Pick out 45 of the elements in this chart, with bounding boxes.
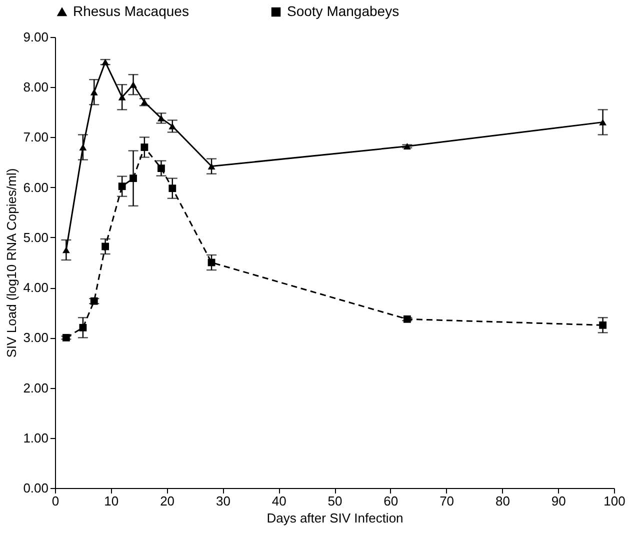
point (79, 324, 87, 332)
x-tick-label: 90 (551, 494, 566, 508)
y-tick-label: 8.00 (23, 80, 48, 95)
y-tick-label: 2.00 (23, 380, 48, 396)
point (102, 242, 110, 250)
point (158, 164, 165, 172)
y-tick-label: 6.00 (23, 180, 48, 195)
x-tick-label: 80 (495, 494, 510, 508)
point (599, 321, 607, 329)
point (118, 94, 126, 100)
x-tick-label: 0 (52, 494, 60, 508)
point (130, 81, 137, 88)
legend-label: Rhesus Macaques (73, 3, 189, 19)
legend-label: Sooty Mangabeys (287, 3, 400, 19)
x-tick-label: 10 (104, 494, 119, 508)
y-tick-label: 4.00 (23, 280, 48, 296)
point (599, 118, 607, 126)
point (118, 182, 126, 190)
y-axis-title: SIV Load (log10 RNA Copies/ml) (4, 168, 20, 358)
point (208, 163, 216, 170)
y-tick-label: 9.00 (23, 30, 48, 44)
point (158, 114, 165, 122)
point (79, 144, 87, 150)
point (168, 184, 176, 192)
point (62, 246, 70, 254)
x-tick-label: 50 (328, 494, 342, 508)
x-tick-label: 100 (604, 494, 626, 508)
x-tick-label: 70 (440, 494, 454, 508)
x-tick-label: 60 (384, 494, 398, 508)
y-tick-label: 3.00 (23, 330, 48, 346)
y-tick-label: 7.00 (23, 130, 48, 145)
point (90, 88, 98, 96)
x-axis-title: Days after SIV Infection (266, 510, 404, 526)
point (403, 143, 411, 150)
point (140, 144, 148, 151)
x-tick-label: 40 (272, 494, 286, 508)
point (130, 174, 137, 182)
y-tick-label: 0.00 (23, 480, 48, 496)
x-tick-label: 20 (160, 494, 175, 508)
point (62, 334, 70, 342)
y-tick-label: 1.00 (23, 430, 48, 446)
point (168, 122, 176, 130)
point (403, 315, 411, 323)
x-tick-label: 30 (216, 494, 230, 508)
y-tick-label: 5.00 (23, 230, 48, 245)
